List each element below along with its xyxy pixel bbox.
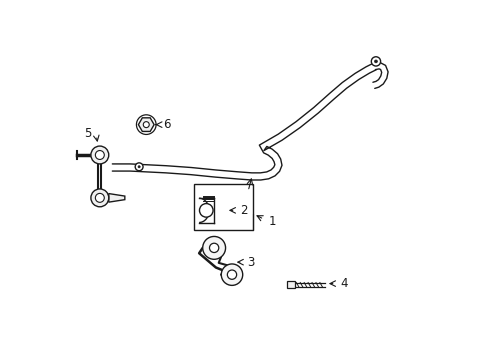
- Circle shape: [374, 60, 377, 63]
- Circle shape: [91, 189, 108, 207]
- Circle shape: [95, 150, 104, 159]
- Polygon shape: [108, 194, 124, 202]
- Circle shape: [370, 57, 380, 66]
- Bar: [194, 184, 253, 230]
- Circle shape: [143, 122, 149, 127]
- Circle shape: [227, 270, 236, 279]
- Circle shape: [221, 264, 242, 285]
- Circle shape: [138, 166, 140, 168]
- Text: 1: 1: [268, 215, 275, 228]
- Text: 6: 6: [163, 118, 170, 131]
- Circle shape: [135, 163, 143, 171]
- Circle shape: [203, 237, 225, 259]
- Bar: [287, 281, 294, 288]
- Circle shape: [91, 146, 108, 164]
- Text: 2: 2: [240, 204, 247, 217]
- Text: 4: 4: [339, 277, 346, 290]
- Circle shape: [95, 193, 104, 202]
- Circle shape: [209, 243, 218, 252]
- Circle shape: [199, 203, 213, 217]
- Text: 3: 3: [246, 256, 254, 269]
- Polygon shape: [138, 118, 154, 131]
- Text: 5: 5: [84, 127, 92, 140]
